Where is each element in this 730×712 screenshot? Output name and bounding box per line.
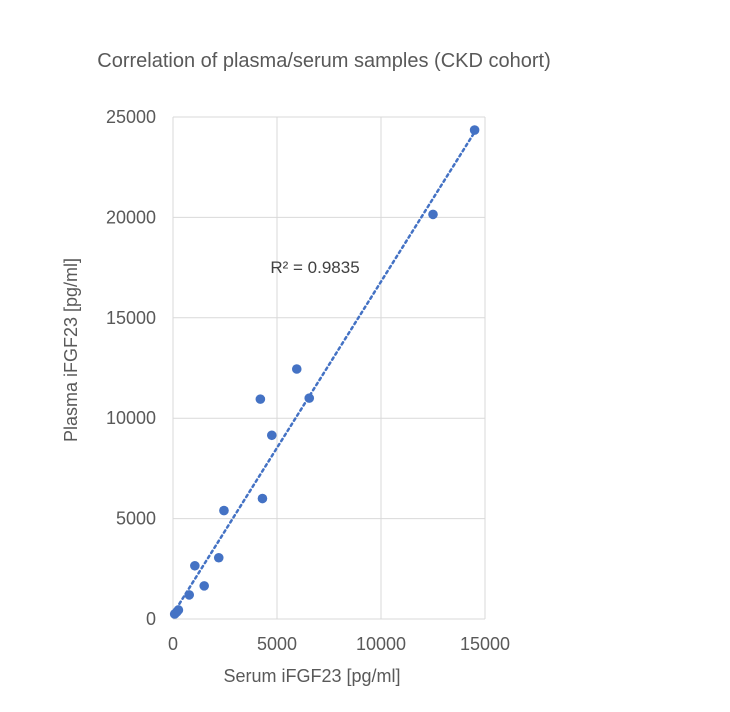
y-tick-label-3: 15000 (106, 308, 156, 328)
x-tick-label-2: 10000 (356, 634, 406, 654)
x-axis-label: Serum iFGF23 [pg/ml] (223, 666, 400, 686)
gridlines (172, 116, 486, 620)
data-point-12 (304, 393, 315, 403)
data-point-6 (213, 552, 224, 563)
data-point-7 (219, 505, 229, 516)
x-tick-label-3: 15000 (460, 634, 510, 654)
chart-title: Correlation of plasma/serum samples (CKD… (97, 50, 551, 72)
data-point-11 (291, 364, 302, 374)
data-points (169, 125, 480, 619)
data-point-10 (267, 430, 277, 441)
y-tick-label-1: 5000 (116, 509, 156, 529)
y-axis-label: Plasma iFGF23 [pg/ml] (61, 258, 81, 442)
data-point-14 (469, 125, 480, 135)
r-squared-label: R² = 0.9835 (270, 258, 359, 277)
y-tick-label-0: 0 (146, 609, 156, 629)
data-point-9 (257, 493, 268, 504)
y-tick-label-5: 25000 (106, 107, 156, 127)
data-point-8 (255, 394, 266, 404)
y-tick-label-4: 20000 (106, 207, 156, 227)
trendline (171, 127, 478, 616)
y-axis-ticks: 0 5000 10000 15000 20000 25000 (106, 107, 156, 629)
data-point-3 (184, 590, 195, 600)
x-tick-label-1: 5000 (257, 634, 297, 654)
data-point-2 (173, 605, 184, 615)
x-axis-ticks: 0 5000 10000 15000 (168, 634, 510, 654)
data-point-4 (190, 560, 200, 571)
data-point-5 (199, 581, 209, 591)
x-tick-label-0: 0 (168, 634, 178, 654)
y-tick-label-2: 10000 (106, 408, 156, 428)
trendline-group (171, 127, 478, 616)
data-point-13 (428, 209, 438, 220)
